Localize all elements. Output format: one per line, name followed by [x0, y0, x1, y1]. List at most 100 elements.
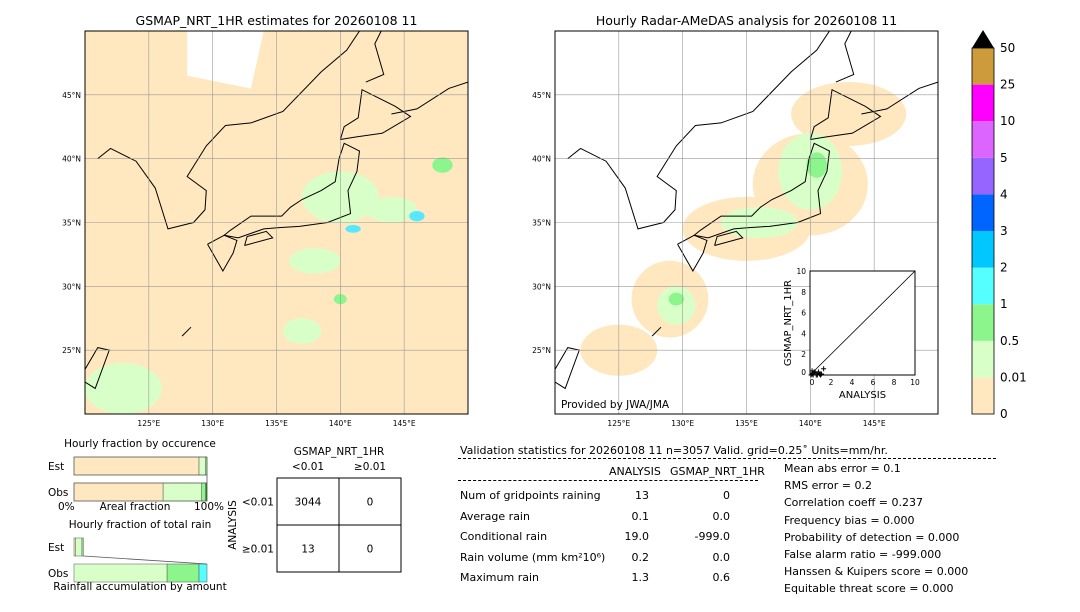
stats-value: 1.3	[631, 571, 650, 584]
stats-label: Rain volume (mm km²10⁶)	[460, 550, 606, 564]
divider	[458, 458, 996, 459]
colorbar-label: 1	[1000, 297, 1008, 311]
cell-value: 13	[301, 544, 314, 556]
coastline	[809, 88, 882, 141]
stats-value: 0.1	[631, 509, 650, 523]
row-axis-label: ANALYSIS	[227, 500, 239, 550]
x-tick-label: 135°E	[735, 419, 758, 428]
scatter-point	[809, 368, 815, 374]
scatter-point	[819, 371, 825, 377]
x-tick-label: 8	[892, 378, 897, 387]
bar-segment	[166, 563, 200, 583]
map-frame	[84, 30, 469, 415]
rain-area	[432, 157, 453, 173]
x-max-label: 100%	[194, 501, 224, 513]
stats-value: 0.0	[712, 550, 731, 564]
y-tick-label: 40°N	[532, 155, 551, 164]
coastline	[207, 234, 238, 273]
stats-value: 0.2	[631, 550, 650, 564]
bar-frame	[73, 482, 208, 502]
coastline	[365, 31, 385, 83]
y-tick-label: 35°N	[62, 219, 81, 228]
map-title: Hourly Radar-AMeDAS analysis for 2026010…	[596, 13, 897, 28]
x-tick-label: 145°E	[863, 419, 886, 428]
bar-segment	[198, 456, 206, 476]
stats-col-gsmap: GSMAP_NRT_1HR	[670, 465, 765, 478]
x-tick-label: 145°E	[393, 419, 416, 428]
y-axis-label: GSMAP_NRT_1HR	[783, 280, 794, 366]
colorbar-segment	[972, 304, 994, 341]
scatter-point	[818, 372, 823, 378]
cell-value: 3044	[295, 497, 322, 509]
scatter-inset: 00 2 2 4 4 6 6 8 8 10 10 ANALYSIS GSMAP_NRT_1HR	[783, 267, 920, 401]
y-tick-label: 6	[801, 309, 806, 318]
colorbar-label: 0	[1000, 407, 1008, 421]
map-frame	[554, 30, 939, 415]
rain-area	[365, 196, 417, 223]
x-tick-label: 6	[871, 378, 876, 387]
y-tick-label: 30°N	[532, 282, 551, 291]
stats-label: Num of gridpoints raining	[460, 489, 601, 502]
bar-segment	[73, 456, 200, 476]
stats-label: Average rain	[460, 509, 530, 523]
score-line: Probability of detection = 0.000	[784, 530, 960, 544]
column-header: <0.01	[292, 461, 324, 473]
y-tick-label: 30°N	[62, 282, 81, 291]
table-title: GSMAP_NRT_1HR	[294, 446, 385, 458]
bar-segment	[162, 482, 202, 502]
table-cell	[338, 524, 402, 573]
scatter-point	[815, 369, 821, 375]
cell-value: 0	[367, 497, 374, 509]
bar-segment	[73, 482, 164, 502]
colorbar-segment	[972, 84, 994, 122]
coastline	[693, 142, 831, 239]
coastline	[677, 234, 708, 273]
colorbar-segment	[972, 48, 994, 85]
bar-segment	[201, 482, 206, 502]
bar-frame	[73, 456, 208, 476]
colorbar-label: 10	[1000, 114, 1015, 128]
coastline	[244, 230, 274, 246]
scatter-point	[821, 366, 827, 372]
coastline	[835, 31, 855, 83]
x-tick-label: 4	[850, 378, 855, 387]
colorbar-label: 3	[1000, 224, 1008, 238]
stats-value: 19.0	[624, 530, 650, 543]
colorbar-label: 0.01	[1000, 370, 1027, 384]
colorbar-segment	[972, 377, 994, 414]
x-tick-label: 140°E	[799, 419, 822, 428]
stats-value: 0.6	[712, 571, 731, 584]
y-tick-label: 40°N	[62, 155, 81, 164]
coastline	[714, 230, 744, 246]
diagonal-line	[809, 270, 916, 376]
rain-area	[409, 210, 425, 222]
row-header: ≥0.01	[242, 544, 274, 556]
connector-line	[83, 555, 208, 565]
stats-label: Conditional rain	[460, 530, 548, 543]
x-axis-label: Rainfall accumulation by amount	[53, 581, 226, 593]
map-panel-estimate: GSMAP_NRT_1HR estimates for 20260108 11 1…	[62, 13, 469, 428]
divider	[458, 480, 758, 481]
bar-segment	[75, 537, 83, 557]
coastline	[97, 31, 360, 230]
y-tick-label: 4	[801, 329, 806, 338]
column-header: ≥0.01	[354, 461, 386, 473]
rain-area	[345, 225, 361, 233]
x-tick-label: 125°E	[137, 419, 160, 428]
score-line: Frequency bias = 0.000	[784, 513, 915, 527]
credit-text: Provided by JWA/JMA	[561, 399, 670, 411]
colorbar-segment	[972, 267, 994, 305]
rain-area	[289, 247, 341, 274]
colorbar-extend-triangle	[972, 30, 994, 48]
y-tick-label: 25°N	[532, 346, 551, 355]
bar-segment	[73, 563, 168, 583]
stats-value: 0.0	[712, 509, 731, 523]
score-line: Hanssen & Kuipers score = 0.000	[784, 565, 969, 579]
colorbar-frame	[971, 47, 995, 415]
rain-area	[85, 43, 149, 95]
coastline	[567, 31, 830, 230]
stats-col-analysis: ANALYSIS	[609, 465, 661, 478]
bar-segment	[198, 563, 208, 583]
stats-value: -999.0	[694, 530, 730, 543]
